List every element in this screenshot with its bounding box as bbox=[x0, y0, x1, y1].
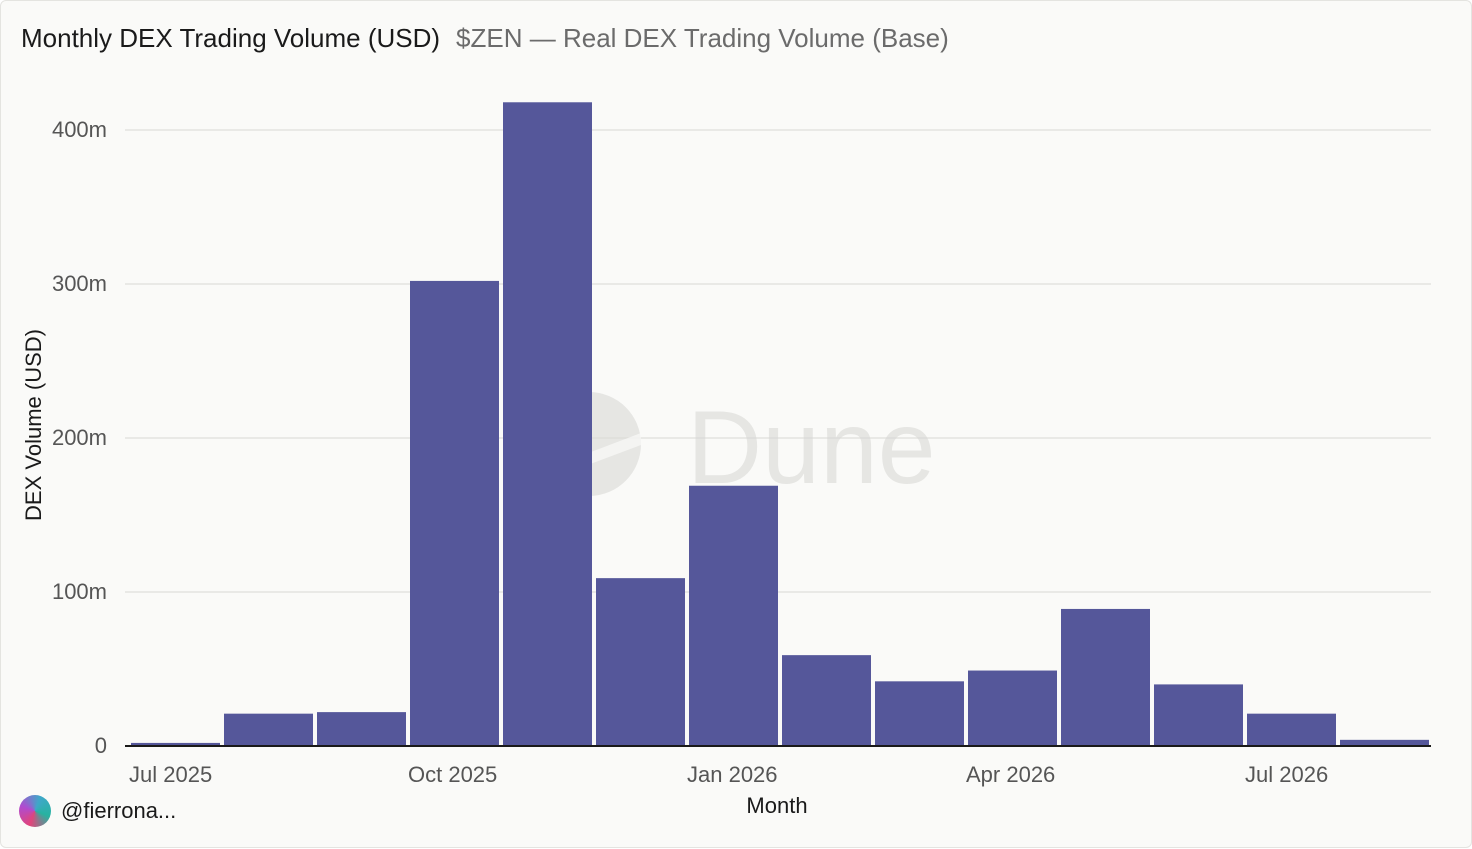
bar-2026-01[interactable] bbox=[689, 485, 778, 746]
chart-title: Monthly DEX Trading Volume (USD) bbox=[21, 23, 441, 53]
bar-2026-04[interactable] bbox=[968, 670, 1057, 746]
y-axis-label: DEX Volume (USD) bbox=[21, 329, 46, 521]
y-tick-label: 0 bbox=[95, 733, 107, 758]
x-tick-label: Oct 2025 bbox=[408, 762, 497, 787]
x-tick-label: Jul 2025 bbox=[129, 762, 212, 787]
y-axis-ticks: 0 100m 200m 300m 400m bbox=[52, 117, 107, 758]
bar-2026-06[interactable] bbox=[1154, 684, 1243, 746]
avatar bbox=[19, 795, 51, 827]
bars bbox=[131, 102, 1429, 746]
x-tick-label: Jan 2026 bbox=[687, 762, 778, 787]
bar-2026-03[interactable] bbox=[875, 681, 964, 746]
chart-header: Monthly DEX Trading Volume (USD) $ZEN — … bbox=[21, 23, 949, 54]
y-tick-label: 300m bbox=[52, 271, 107, 296]
bar-2025-08[interactable] bbox=[224, 713, 313, 746]
bar-2026-07[interactable] bbox=[1247, 713, 1336, 746]
chart-subtitle: $ZEN — Real DEX Trading Volume (Base) bbox=[456, 23, 949, 53]
bar-2025-12[interactable] bbox=[596, 578, 685, 746]
y-tick-label: 400m bbox=[52, 117, 107, 142]
x-axis-label: Month bbox=[746, 793, 807, 818]
x-axis-ticks: Jul 2025 Oct 2025 Jan 2026 Apr 2026 Jul 2026 bbox=[129, 762, 1328, 787]
y-tick-label: 100m bbox=[52, 579, 107, 604]
bar-2026-02[interactable] bbox=[782, 655, 871, 746]
bar-2026-08[interactable] bbox=[1340, 739, 1429, 746]
bar-2025-09[interactable] bbox=[317, 712, 406, 746]
bar-2025-07[interactable] bbox=[131, 742, 220, 746]
x-tick-label: Apr 2026 bbox=[966, 762, 1055, 787]
y-tick-label: 200m bbox=[52, 425, 107, 450]
bar-2026-05[interactable] bbox=[1061, 608, 1150, 746]
x-tick-label: Jul 2026 bbox=[1245, 762, 1328, 787]
author-name: @fierrona... bbox=[61, 798, 177, 823]
author-badge[interactable]: @fierrona... bbox=[19, 795, 176, 827]
bar-2025-11[interactable] bbox=[503, 102, 592, 746]
bar-2025-10[interactable] bbox=[410, 280, 499, 746]
